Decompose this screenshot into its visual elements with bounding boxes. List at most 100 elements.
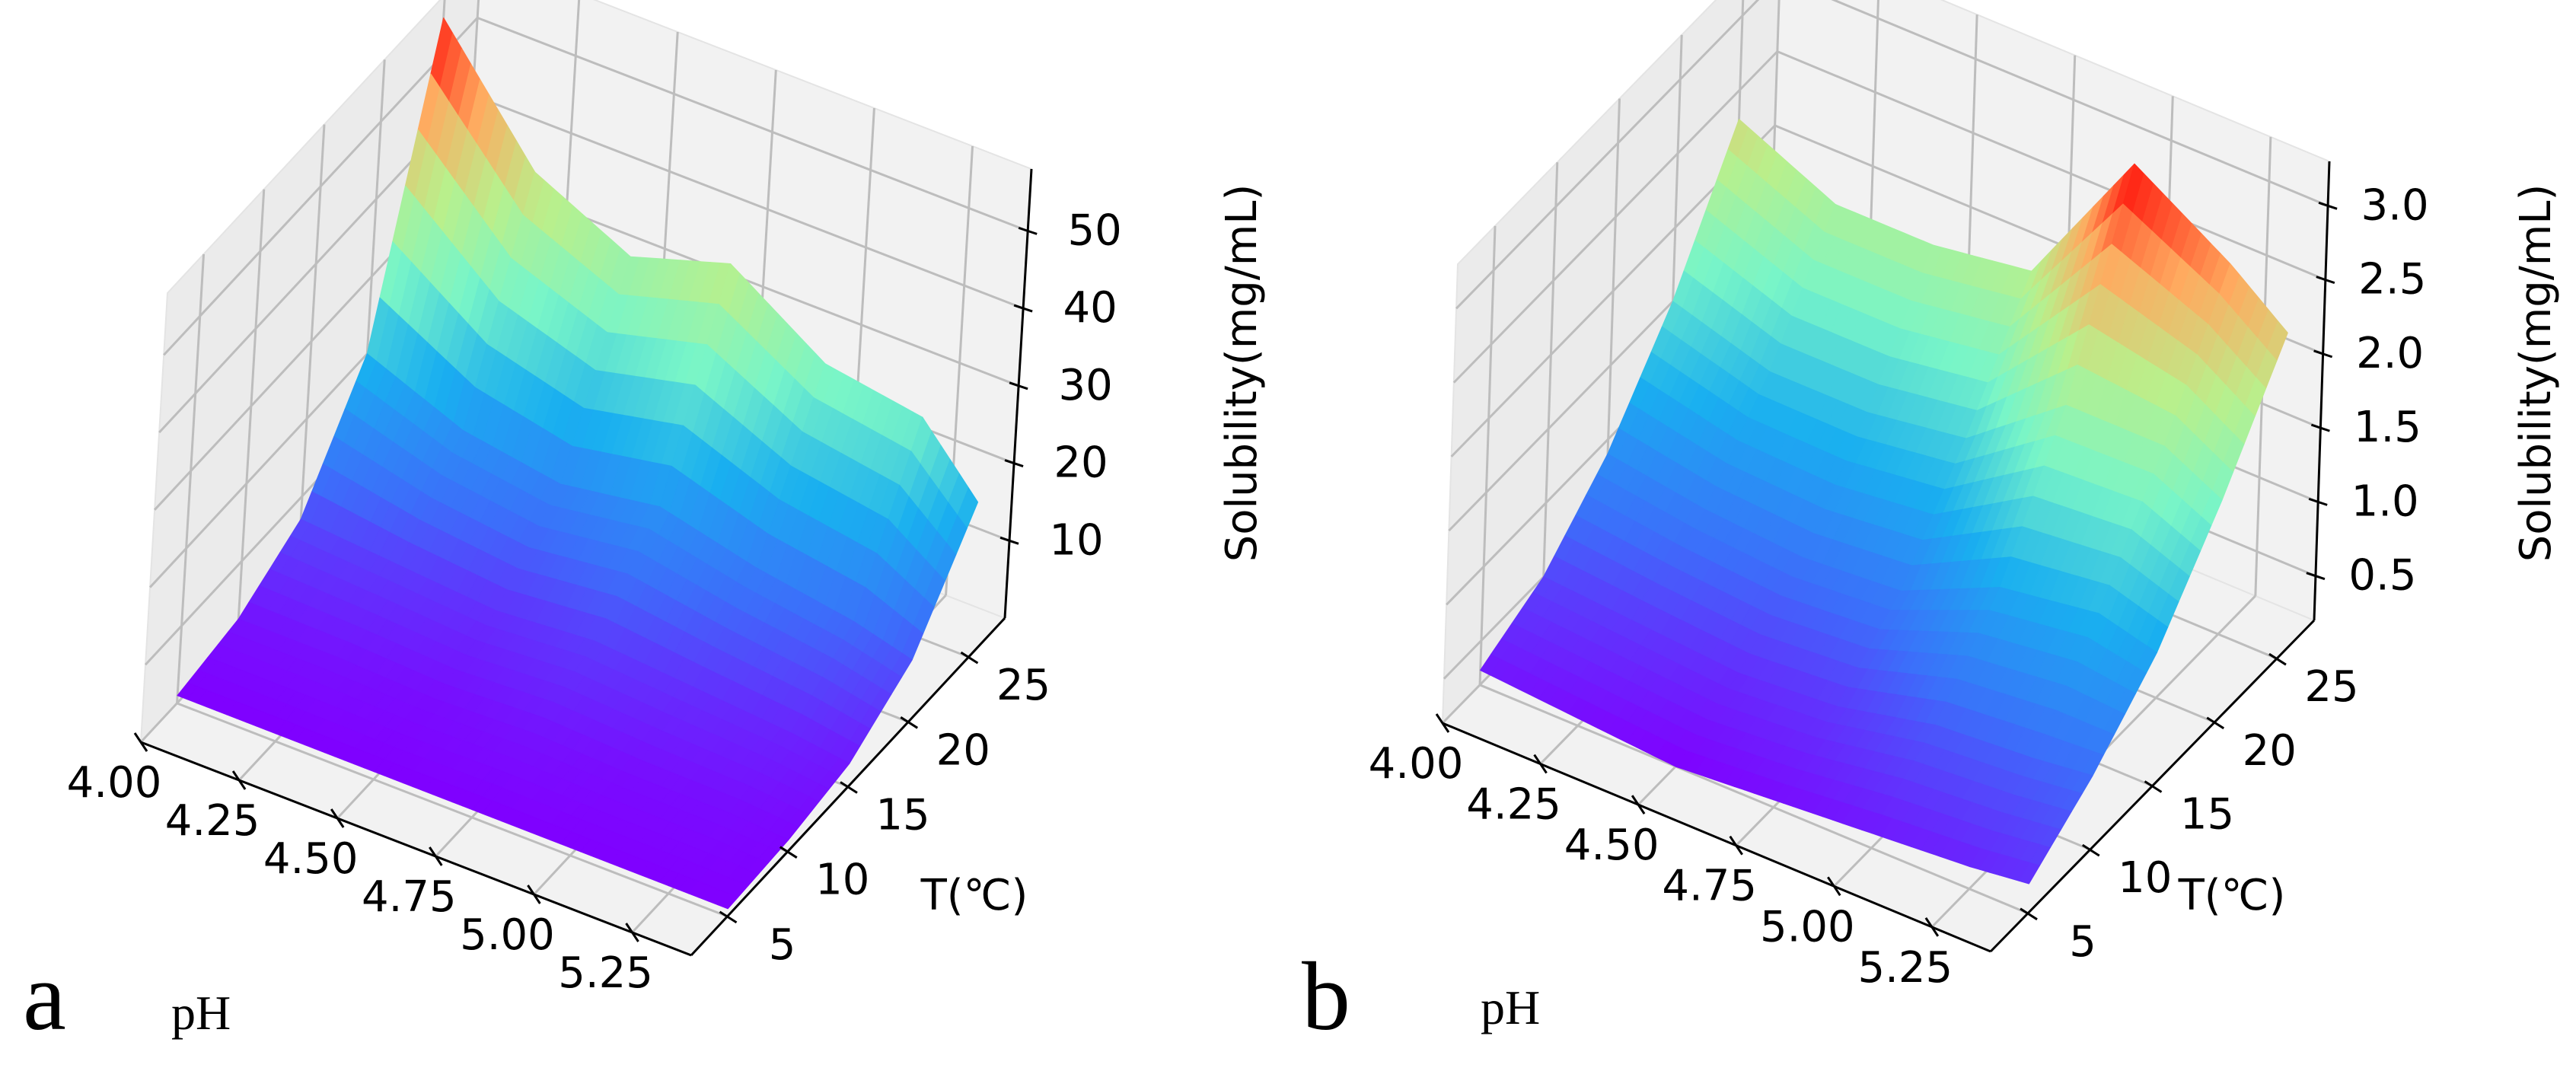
panel-label-a: a [23, 942, 66, 1050]
y-tick-label: 15 [2180, 790, 2234, 840]
x-tick-label: 4.75 [362, 872, 457, 922]
z-tick-mark [1018, 226, 1038, 235]
x-tick-mark [1435, 713, 1450, 733]
x-tick-label: 4.50 [1564, 821, 1659, 870]
z-tick-mark [2310, 423, 2330, 432]
surface-facet [717, 892, 739, 910]
z-tick-label: 1.0 [2351, 477, 2419, 526]
y-axis-title: T(℃) [2178, 871, 2286, 920]
z-axis-line [1003, 168, 1033, 619]
z-axis-line [2313, 161, 2331, 621]
grid-line-y-wall [176, 253, 206, 703]
x-tick-mark [1533, 754, 1548, 774]
y-axis-title: T(℃) [920, 871, 1028, 920]
grid-line-z-left [163, 17, 479, 356]
x-tick-label: 5.25 [558, 948, 653, 998]
surface-facet [2018, 862, 2040, 885]
grid-line-z-back [1777, 50, 2326, 281]
x-tick-mark [527, 885, 541, 904]
z-axis-title: Solubility(mg/mL) [2511, 184, 2561, 563]
y-tick-label: 25 [2304, 662, 2358, 712]
z-tick-label: 2.5 [2358, 255, 2426, 304]
surface [1480, 119, 2288, 885]
y-tick-label: 5 [769, 920, 796, 970]
z-tick-label: 20 [1054, 438, 1108, 488]
z-tick-label: 3.0 [2361, 180, 2429, 230]
y-tick-label: 10 [2118, 853, 2172, 903]
x-tick-label: 4.75 [1662, 862, 1757, 911]
grid-line-z-back [477, 16, 1028, 232]
x-tick-label: 4.00 [67, 758, 162, 808]
y-tick-mark [2144, 780, 2163, 793]
x-axis-line [1442, 722, 1991, 953]
x-tick-label: 5.00 [1760, 902, 1855, 951]
x-tick-mark [133, 732, 148, 752]
y-tick-label: 10 [815, 856, 869, 905]
y-tick-label: 25 [996, 661, 1050, 710]
z-tick-mark [2318, 201, 2338, 210]
ph-caption-b: pH [1481, 980, 1540, 1034]
x-tick-mark [625, 923, 639, 942]
x-tick-mark [330, 808, 345, 828]
ph-caption-a: pH [171, 986, 231, 1040]
y-tick-mark [779, 846, 798, 859]
panel-a: 4.004.254.504.755.005.255101520251020304… [67, 0, 1267, 998]
z-tick-mark [1009, 381, 1028, 390]
grid-line-z-back [1831, 0, 2329, 207]
x-axis-line [140, 741, 692, 957]
y-tick-mark [960, 651, 979, 665]
z-tick-label: 40 [1063, 283, 1117, 333]
x-tick-label: 5.25 [1858, 943, 1953, 993]
z-tick-label: 50 [1068, 206, 1122, 255]
z-tick-mark [2316, 276, 2335, 285]
grid-line-y-wall [296, 124, 326, 574]
y-tick-label: 20 [2243, 726, 2297, 776]
z-tick-mark [1013, 304, 1033, 313]
z-tick-mark [2313, 349, 2333, 359]
grid-line-y-wall [236, 189, 266, 639]
z-tick-label: 0.5 [2348, 551, 2416, 601]
z-tick-label: 2.0 [2356, 329, 2424, 378]
grid-line-z-left [1452, 50, 1778, 384]
z-axis-title: Solubility(mg/mL) [1217, 184, 1267, 563]
grid-line-y-wall [1478, 225, 1497, 685]
y-tick-label: 20 [936, 725, 990, 775]
y-tick-mark [900, 716, 919, 729]
y-tick-mark [2268, 652, 2287, 666]
y-tick-mark [2206, 716, 2225, 730]
grid-line-y-floor [1479, 684, 2029, 915]
grid-line-z-back [472, 94, 1024, 310]
z-tick-label: 30 [1058, 361, 1112, 410]
panel-label-b: b [1302, 942, 1350, 1050]
y-tick-mark [840, 781, 858, 794]
ticks: 4.004.254.504.755.005.255101520251020304… [67, 206, 1122, 998]
x-tick-label: 4.25 [165, 796, 260, 846]
y-tick-mark [2081, 843, 2100, 857]
z-tick-label: 1.5 [2354, 403, 2421, 452]
z-tick-mark [999, 536, 1019, 545]
grid-line-y-wall [1541, 162, 1559, 622]
y-tick-label: 5 [2069, 917, 2096, 967]
z-tick-mark [2306, 572, 2326, 581]
x-tick-mark [1729, 835, 1743, 856]
x-tick-mark [1827, 876, 1841, 897]
x-tick-mark [429, 846, 443, 866]
z-tick-label: 10 [1049, 515, 1103, 565]
x-tick-label: 4.00 [1369, 739, 1464, 789]
y-tick-mark [2020, 907, 2038, 921]
x-tick-mark [1924, 917, 1940, 937]
y-tick-label: 15 [875, 791, 929, 840]
x-tick-label: 4.25 [1466, 780, 1561, 830]
surface [177, 18, 979, 910]
x-tick-mark [1631, 795, 1646, 814]
x-tick-mark [231, 770, 247, 790]
z-tick-mark [1004, 459, 1024, 467]
x-tick-label: 4.50 [263, 834, 359, 884]
y-tick-mark [719, 910, 738, 924]
x-tick-label: 5.00 [460, 910, 555, 960]
grid-line-z-left [1455, 0, 1760, 310]
z-tick-mark [2308, 497, 2328, 506]
